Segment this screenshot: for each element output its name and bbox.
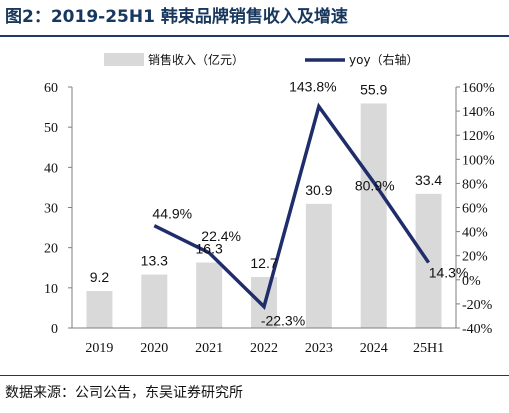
y-right-tick-label: 20%	[462, 250, 488, 265]
bar-value-label: 33.4	[415, 172, 442, 188]
bar-value-label: 16.3	[196, 241, 223, 257]
legend-label-sales: 销售收入（亿元）	[148, 52, 244, 67]
bar-value-label: 13.3	[141, 253, 168, 269]
y-left-tick-label: 30	[44, 202, 58, 217]
yoy-value-label: 143.8%	[289, 79, 336, 95]
x-tick-label: 2024	[360, 341, 388, 356]
y-left-tick-label: 20	[44, 242, 58, 257]
chart-title: 图2：2019-25H1 韩束品牌销售收入及增速	[5, 7, 348, 27]
yoy-value-label: -22.3%	[261, 313, 305, 329]
source-rule	[0, 375, 509, 376]
bar-value-label: 12.7	[250, 255, 277, 271]
axes: 0 10 20 30 40 50 60 -40% -20% 0% 20% 40% 60% 80% 100% 1…	[44, 81, 495, 356]
y-right-tick-label: 0%	[462, 274, 481, 289]
y-right-tick-label: 60%	[462, 202, 488, 217]
y-right-tick-label: 160%	[462, 81, 495, 96]
y-right-tick-label: 100%	[462, 153, 495, 168]
y-left-tick-label: 10	[44, 282, 58, 297]
x-tick-label: 2019	[85, 341, 113, 356]
x-tick-label: 2021	[195, 341, 223, 356]
x-tick-label: 2022	[250, 341, 278, 356]
bar-value-label: 30.9	[305, 182, 332, 198]
bar	[196, 262, 223, 328]
yoy-value-label: 44.9%	[152, 206, 192, 222]
bar	[305, 203, 332, 328]
x-tick-label: 25H1	[413, 341, 444, 356]
title-rule	[0, 35, 509, 37]
data-labels: 9.2 13.3 16.3 12.7 30.9 55.9 33.4 44.9% 22.4% -22…	[90, 79, 469, 329]
yoy-value-label: 80.9%	[355, 177, 395, 193]
x-tick-label: 2020	[140, 341, 168, 356]
source-note: 数据来源：公司公告，东吴证券研究所	[5, 385, 243, 401]
yoy-line	[153, 102, 431, 311]
y-right-tick-label: 80%	[462, 177, 488, 192]
y-right-tick-label: 120%	[462, 129, 495, 144]
y-right-tick-label: -40%	[462, 322, 493, 337]
line-series	[153, 102, 431, 311]
y-left-tick-label: 0	[51, 322, 58, 337]
y-left-tick-label: 60	[44, 81, 58, 96]
bar	[360, 103, 387, 329]
legend: 销售收入（亿元） yoy（右轴）	[104, 52, 419, 67]
y-right-tick-label: 140%	[462, 105, 495, 120]
y-left-tick-label: 40	[44, 161, 58, 176]
y-left-tick-label: 50	[44, 121, 58, 136]
y-right-tick-label: 40%	[462, 226, 488, 241]
bar-value-label: 9.2	[90, 269, 110, 285]
legend-swatch-sales	[104, 53, 144, 66]
legend-label-yoy: yoy（右轴）	[349, 52, 419, 67]
bar-series	[86, 103, 442, 329]
yoy-value-label: 14.3%	[429, 265, 469, 281]
y-right-tick-label: -20%	[462, 298, 493, 313]
x-tick-label: 2023	[305, 341, 333, 356]
bar-value-label: 55.9	[360, 81, 387, 97]
bar	[86, 291, 113, 328]
bar	[141, 274, 168, 328]
yoy-value-label: 22.4%	[201, 228, 241, 244]
